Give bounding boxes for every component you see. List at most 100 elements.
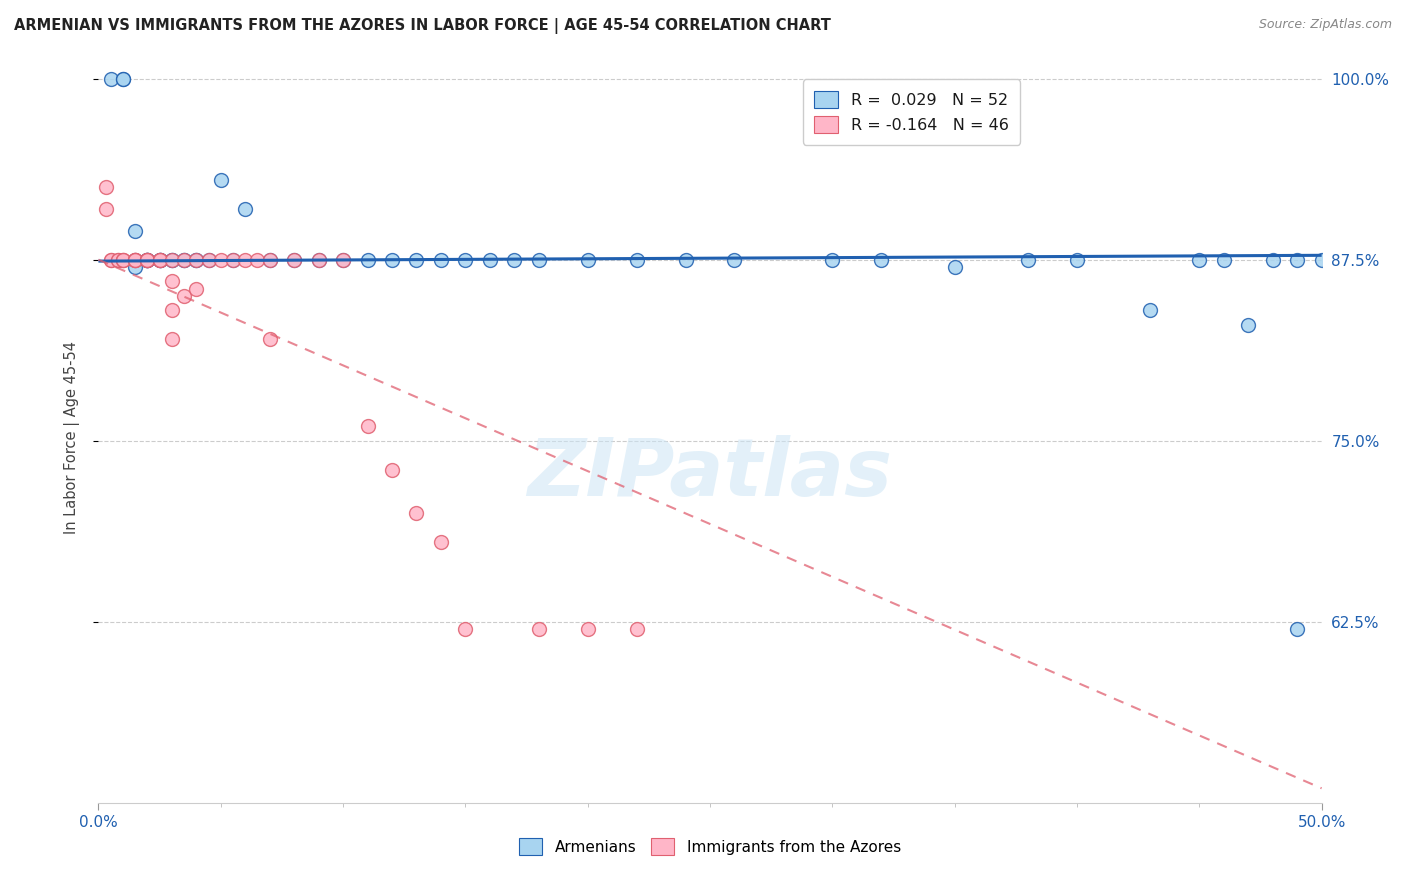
Point bbox=[124, 252, 146, 267]
Point bbox=[111, 71, 134, 86]
Point bbox=[124, 260, 146, 274]
Point bbox=[94, 180, 117, 194]
Point bbox=[100, 252, 122, 267]
Text: Source: ZipAtlas.com: Source: ZipAtlas.com bbox=[1258, 18, 1392, 31]
Point bbox=[1212, 252, 1234, 267]
Point bbox=[332, 252, 354, 267]
Point bbox=[405, 506, 427, 520]
Point bbox=[1261, 252, 1284, 267]
Point bbox=[100, 252, 122, 267]
Point bbox=[870, 252, 893, 267]
Point bbox=[160, 252, 183, 267]
Point bbox=[209, 173, 232, 187]
Point bbox=[149, 252, 172, 267]
Point bbox=[233, 252, 256, 267]
Point bbox=[209, 252, 232, 267]
Point bbox=[124, 252, 146, 267]
Point bbox=[1017, 252, 1039, 267]
Point bbox=[111, 71, 134, 86]
Point bbox=[136, 252, 159, 267]
Point bbox=[124, 252, 146, 267]
Point bbox=[259, 252, 281, 267]
Point bbox=[430, 535, 453, 549]
Point bbox=[149, 252, 172, 267]
Point bbox=[503, 252, 526, 267]
Point bbox=[1286, 622, 1309, 636]
Text: ARMENIAN VS IMMIGRANTS FROM THE AZORES IN LABOR FORCE | AGE 45-54 CORRELATION CH: ARMENIAN VS IMMIGRANTS FROM THE AZORES I… bbox=[14, 18, 831, 34]
Point bbox=[173, 252, 195, 267]
Point bbox=[186, 252, 208, 267]
Point bbox=[381, 252, 404, 267]
Point bbox=[1139, 303, 1161, 318]
Point bbox=[478, 252, 501, 267]
Point bbox=[259, 252, 281, 267]
Point bbox=[576, 252, 599, 267]
Point bbox=[527, 252, 550, 267]
Point bbox=[160, 252, 183, 267]
Point bbox=[527, 622, 550, 636]
Point bbox=[308, 252, 330, 267]
Point bbox=[186, 252, 208, 267]
Point bbox=[356, 419, 378, 434]
Point bbox=[1237, 318, 1260, 332]
Point bbox=[454, 622, 477, 636]
Point bbox=[111, 252, 134, 267]
Point bbox=[222, 252, 245, 267]
Point bbox=[259, 332, 281, 346]
Text: ZIPatlas: ZIPatlas bbox=[527, 434, 893, 513]
Point bbox=[943, 260, 966, 274]
Point bbox=[405, 252, 427, 267]
Point bbox=[124, 252, 146, 267]
Point bbox=[100, 71, 122, 86]
Point bbox=[149, 252, 172, 267]
Point bbox=[1188, 252, 1211, 267]
Point bbox=[723, 252, 745, 267]
Point bbox=[160, 274, 183, 288]
Point bbox=[149, 252, 172, 267]
Point bbox=[197, 252, 219, 267]
Point bbox=[283, 252, 305, 267]
Point bbox=[173, 289, 195, 303]
Point bbox=[136, 252, 159, 267]
Point bbox=[107, 252, 129, 267]
Point bbox=[356, 252, 378, 267]
Point bbox=[308, 252, 330, 267]
Point bbox=[160, 303, 183, 318]
Point bbox=[136, 252, 159, 267]
Legend: Armenians, Immigrants from the Azores: Armenians, Immigrants from the Azores bbox=[513, 832, 907, 861]
Point bbox=[675, 252, 697, 267]
Point bbox=[576, 622, 599, 636]
Point bbox=[1310, 252, 1333, 267]
Point bbox=[197, 252, 219, 267]
Point bbox=[626, 622, 648, 636]
Point bbox=[136, 252, 159, 267]
Point bbox=[1286, 252, 1309, 267]
Point bbox=[94, 202, 117, 216]
Point bbox=[111, 252, 134, 267]
Point bbox=[222, 252, 245, 267]
Point bbox=[111, 252, 134, 267]
Point bbox=[821, 252, 844, 267]
Point bbox=[173, 252, 195, 267]
Point bbox=[381, 463, 404, 477]
Point bbox=[283, 252, 305, 267]
Point bbox=[246, 252, 269, 267]
Point bbox=[149, 252, 172, 267]
Point bbox=[233, 202, 256, 216]
Point bbox=[107, 252, 129, 267]
Point bbox=[136, 252, 159, 267]
Point bbox=[332, 252, 354, 267]
Point bbox=[173, 252, 195, 267]
Point bbox=[626, 252, 648, 267]
Point bbox=[136, 252, 159, 267]
Point bbox=[149, 252, 172, 267]
Point bbox=[136, 252, 159, 267]
Point bbox=[1066, 252, 1088, 267]
Point bbox=[160, 332, 183, 346]
Point bbox=[124, 252, 146, 267]
Point bbox=[454, 252, 477, 267]
Point bbox=[136, 252, 159, 267]
Y-axis label: In Labor Force | Age 45-54: In Labor Force | Age 45-54 bbox=[65, 341, 80, 533]
Point bbox=[430, 252, 453, 267]
Point bbox=[124, 224, 146, 238]
